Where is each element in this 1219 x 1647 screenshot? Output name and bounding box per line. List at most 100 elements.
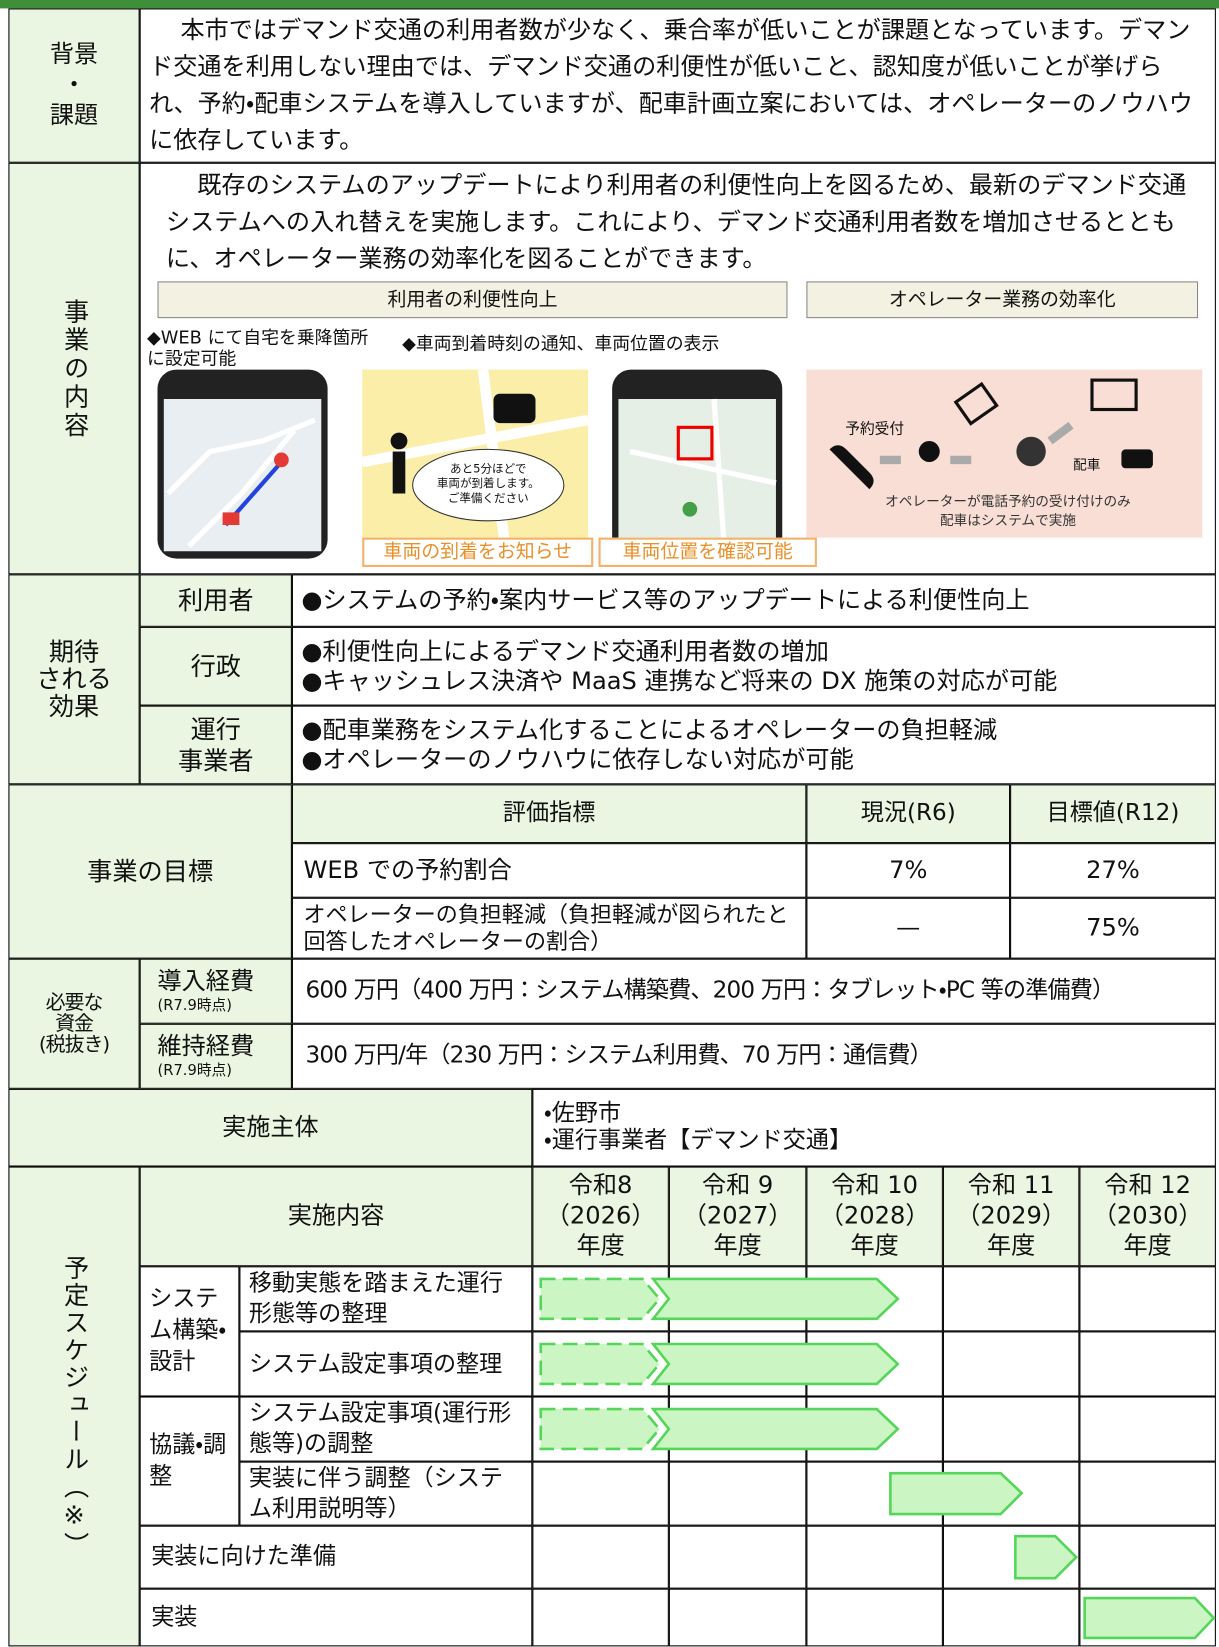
gantt <box>539 1277 1216 1640</box>
entity-item: ・運行事業者【デマンド交通】 <box>543 1127 853 1154</box>
table-cell: — <box>806 897 1011 959</box>
grid-cell <box>532 1588 669 1647</box>
item-text: 実装に伴う調整（システム利用説明等） <box>248 1465 503 1522</box>
row-header-text: (税抜き) <box>38 1033 110 1057</box>
top-bar <box>0 0 1219 9</box>
content-cell <box>139 162 1216 575</box>
year-line: （2029） <box>956 1202 1067 1230</box>
flow-note-line: オペレーターが電話予約の受け付けのみ <box>885 494 1131 511</box>
person-body <box>392 451 406 494</box>
table-cell-text: オペレーターの負担軽減（負担軽減が図られたと回答したオペレーターの割合） <box>303 901 789 955</box>
item-cell: システム設定事項(運行形態等)の調整 <box>239 1396 533 1462</box>
paragraph: 本市ではデマンド交通の利用者数が少なく、乗合率が低いことが課題となっています。デ… <box>149 16 1193 154</box>
item-cell: 実装に伴う調整（システム利用説明等） <box>239 1461 533 1526</box>
row-header-text: 実施主体 <box>222 1113 319 1141</box>
sub-header-text: 事業者 <box>177 746 254 776</box>
bullet: ●キャッシュレス決済や MaaS 連携など将来の DX 施策の対応が可能 <box>301 667 1058 695</box>
row-header: 背景・課題 <box>8 8 140 163</box>
table-cell-text: WEB での予約割合 <box>303 856 512 884</box>
row-header-text: 背景 <box>49 41 99 69</box>
text-cell: ・佐野市 ・運行事業者【デマンド交通】 <box>532 1088 1216 1167</box>
year-line: 令和 12 <box>1104 1171 1191 1200</box>
row-header: 実施主体 <box>8 1088 533 1167</box>
map-road <box>166 417 316 548</box>
year-line: 年度 <box>1123 1232 1172 1260</box>
item-text: システム設定事項(運行形態等)の調整 <box>248 1400 512 1458</box>
grid-cell <box>942 1525 1080 1589</box>
grid-cell <box>1079 1525 1216 1589</box>
table-header-text: 実施内容 <box>287 1202 385 1230</box>
row-header: 予定スケジュール（※） <box>8 1166 140 1647</box>
sub-header-text: 利用者 <box>177 585 254 616</box>
caption: 車両位置を確認可能 <box>598 537 817 567</box>
year-line: 令和 10 <box>831 1171 918 1200</box>
row-header-text: 予定スケジュール（※） <box>59 1254 89 1559</box>
grid-cell <box>806 1525 943 1589</box>
bullet: ●配車業務をシステム化することによるオペレーターの負担軽減 <box>301 716 998 744</box>
gantt-bar <box>1083 1596 1216 1640</box>
sub-header: 維持経費 (R7.9時点) <box>139 1023 292 1089</box>
grid-cell <box>942 1331 1080 1397</box>
group-name: システム構築・設計 <box>149 1286 227 1376</box>
sub-header-text: 維持経費 <box>157 1033 255 1061</box>
year-header: 令和8 （2026） 年度 <box>532 1166 669 1267</box>
sub-header: 利用者 <box>139 574 292 627</box>
pin <box>682 501 698 517</box>
year-line: （2026） <box>545 1202 656 1230</box>
item-cell: システム設定事項の整理 <box>239 1331 533 1397</box>
fund-text: 300 万円/年（230 万円：システム利用費、70 万円：通信費） <box>305 1042 933 1070</box>
sub-header: 導入経費 (R7.9時点) <box>139 958 292 1024</box>
row-header: 期待 される 効果 <box>8 574 140 785</box>
year-line: 年度 <box>713 1232 762 1260</box>
table-cell-text: 27% <box>1086 856 1140 884</box>
bullet: ●システムの予約・案内サービス等のアップデートによる利便性向上 <box>301 586 1030 615</box>
item-text: 実装に向けた準備 <box>151 1543 337 1571</box>
car-highlight <box>676 425 714 461</box>
grid-cell <box>1079 1588 1216 1647</box>
speech-bubble <box>412 448 565 522</box>
paragraph: 既存のシステムのアップデートにより利用者の利便性向上を図るため、最新のデマンド交… <box>165 172 1187 273</box>
table-cell-text: 75% <box>1086 914 1140 942</box>
table-header-text: 現況(R6) <box>860 800 956 827</box>
table-cell: オペレーターの負担軽減（負担軽減が図られたと回答したオペレーターの割合） <box>291 897 807 959</box>
flow-arrow <box>879 421 1074 465</box>
cloud-icon <box>1016 436 1046 467</box>
year-line: （2027） <box>682 1202 793 1230</box>
grid-cell <box>668 1588 807 1647</box>
text-cell: ●利便性向上によるデマンド交通利用者数の増加 ●キャッシュレス決済や MaaS 連… <box>291 626 1216 706</box>
row-header-text: される <box>36 664 112 695</box>
grid-cell <box>1079 1461 1216 1526</box>
home-icon <box>222 512 240 525</box>
grid-cell <box>668 1461 807 1526</box>
year-line: 年度 <box>850 1232 899 1260</box>
row-header-text: 資金 <box>55 1012 94 1036</box>
flow-label: 予約受付 <box>845 421 905 438</box>
sub-header-text: 行政 <box>190 651 241 681</box>
bubble-line: ご準備ください <box>447 491 529 506</box>
year-line: （2028） <box>819 1202 930 1230</box>
table-cell-text: 7% <box>889 856 928 884</box>
year-header: 令和 11 （2029） 年度 <box>942 1166 1080 1267</box>
grid-cell <box>1079 1266 1216 1332</box>
row-header-text: 事業の内容 <box>59 297 89 440</box>
table-cell: 27% <box>1010 843 1216 898</box>
table-header: 現況(R6) <box>806 784 1011 844</box>
caption: 車両の到着をお知らせ <box>362 537 594 567</box>
bus-icon <box>493 393 536 424</box>
bubble-text: あと5分ほどで 車両が到着します。 ご準備ください <box>415 462 562 506</box>
year-line: 令和 11 <box>967 1171 1055 1200</box>
year-line: 令和 9 <box>701 1171 774 1200</box>
year-line: （2030） <box>1092 1202 1203 1230</box>
operator-icon <box>918 440 940 462</box>
phone-icon <box>829 445 874 490</box>
table-cell: 7% <box>806 843 1011 898</box>
item-text: 実装 <box>151 1604 198 1631</box>
panel-title: オペレーター業務の効率化 <box>806 281 1199 319</box>
grid-cell <box>1079 1396 1216 1462</box>
sub-header: 運行 事業者 <box>139 705 292 785</box>
row-header-text: ・ <box>61 71 87 99</box>
table-header: 実施内容 <box>139 1166 533 1267</box>
grid-cell <box>806 1588 943 1647</box>
